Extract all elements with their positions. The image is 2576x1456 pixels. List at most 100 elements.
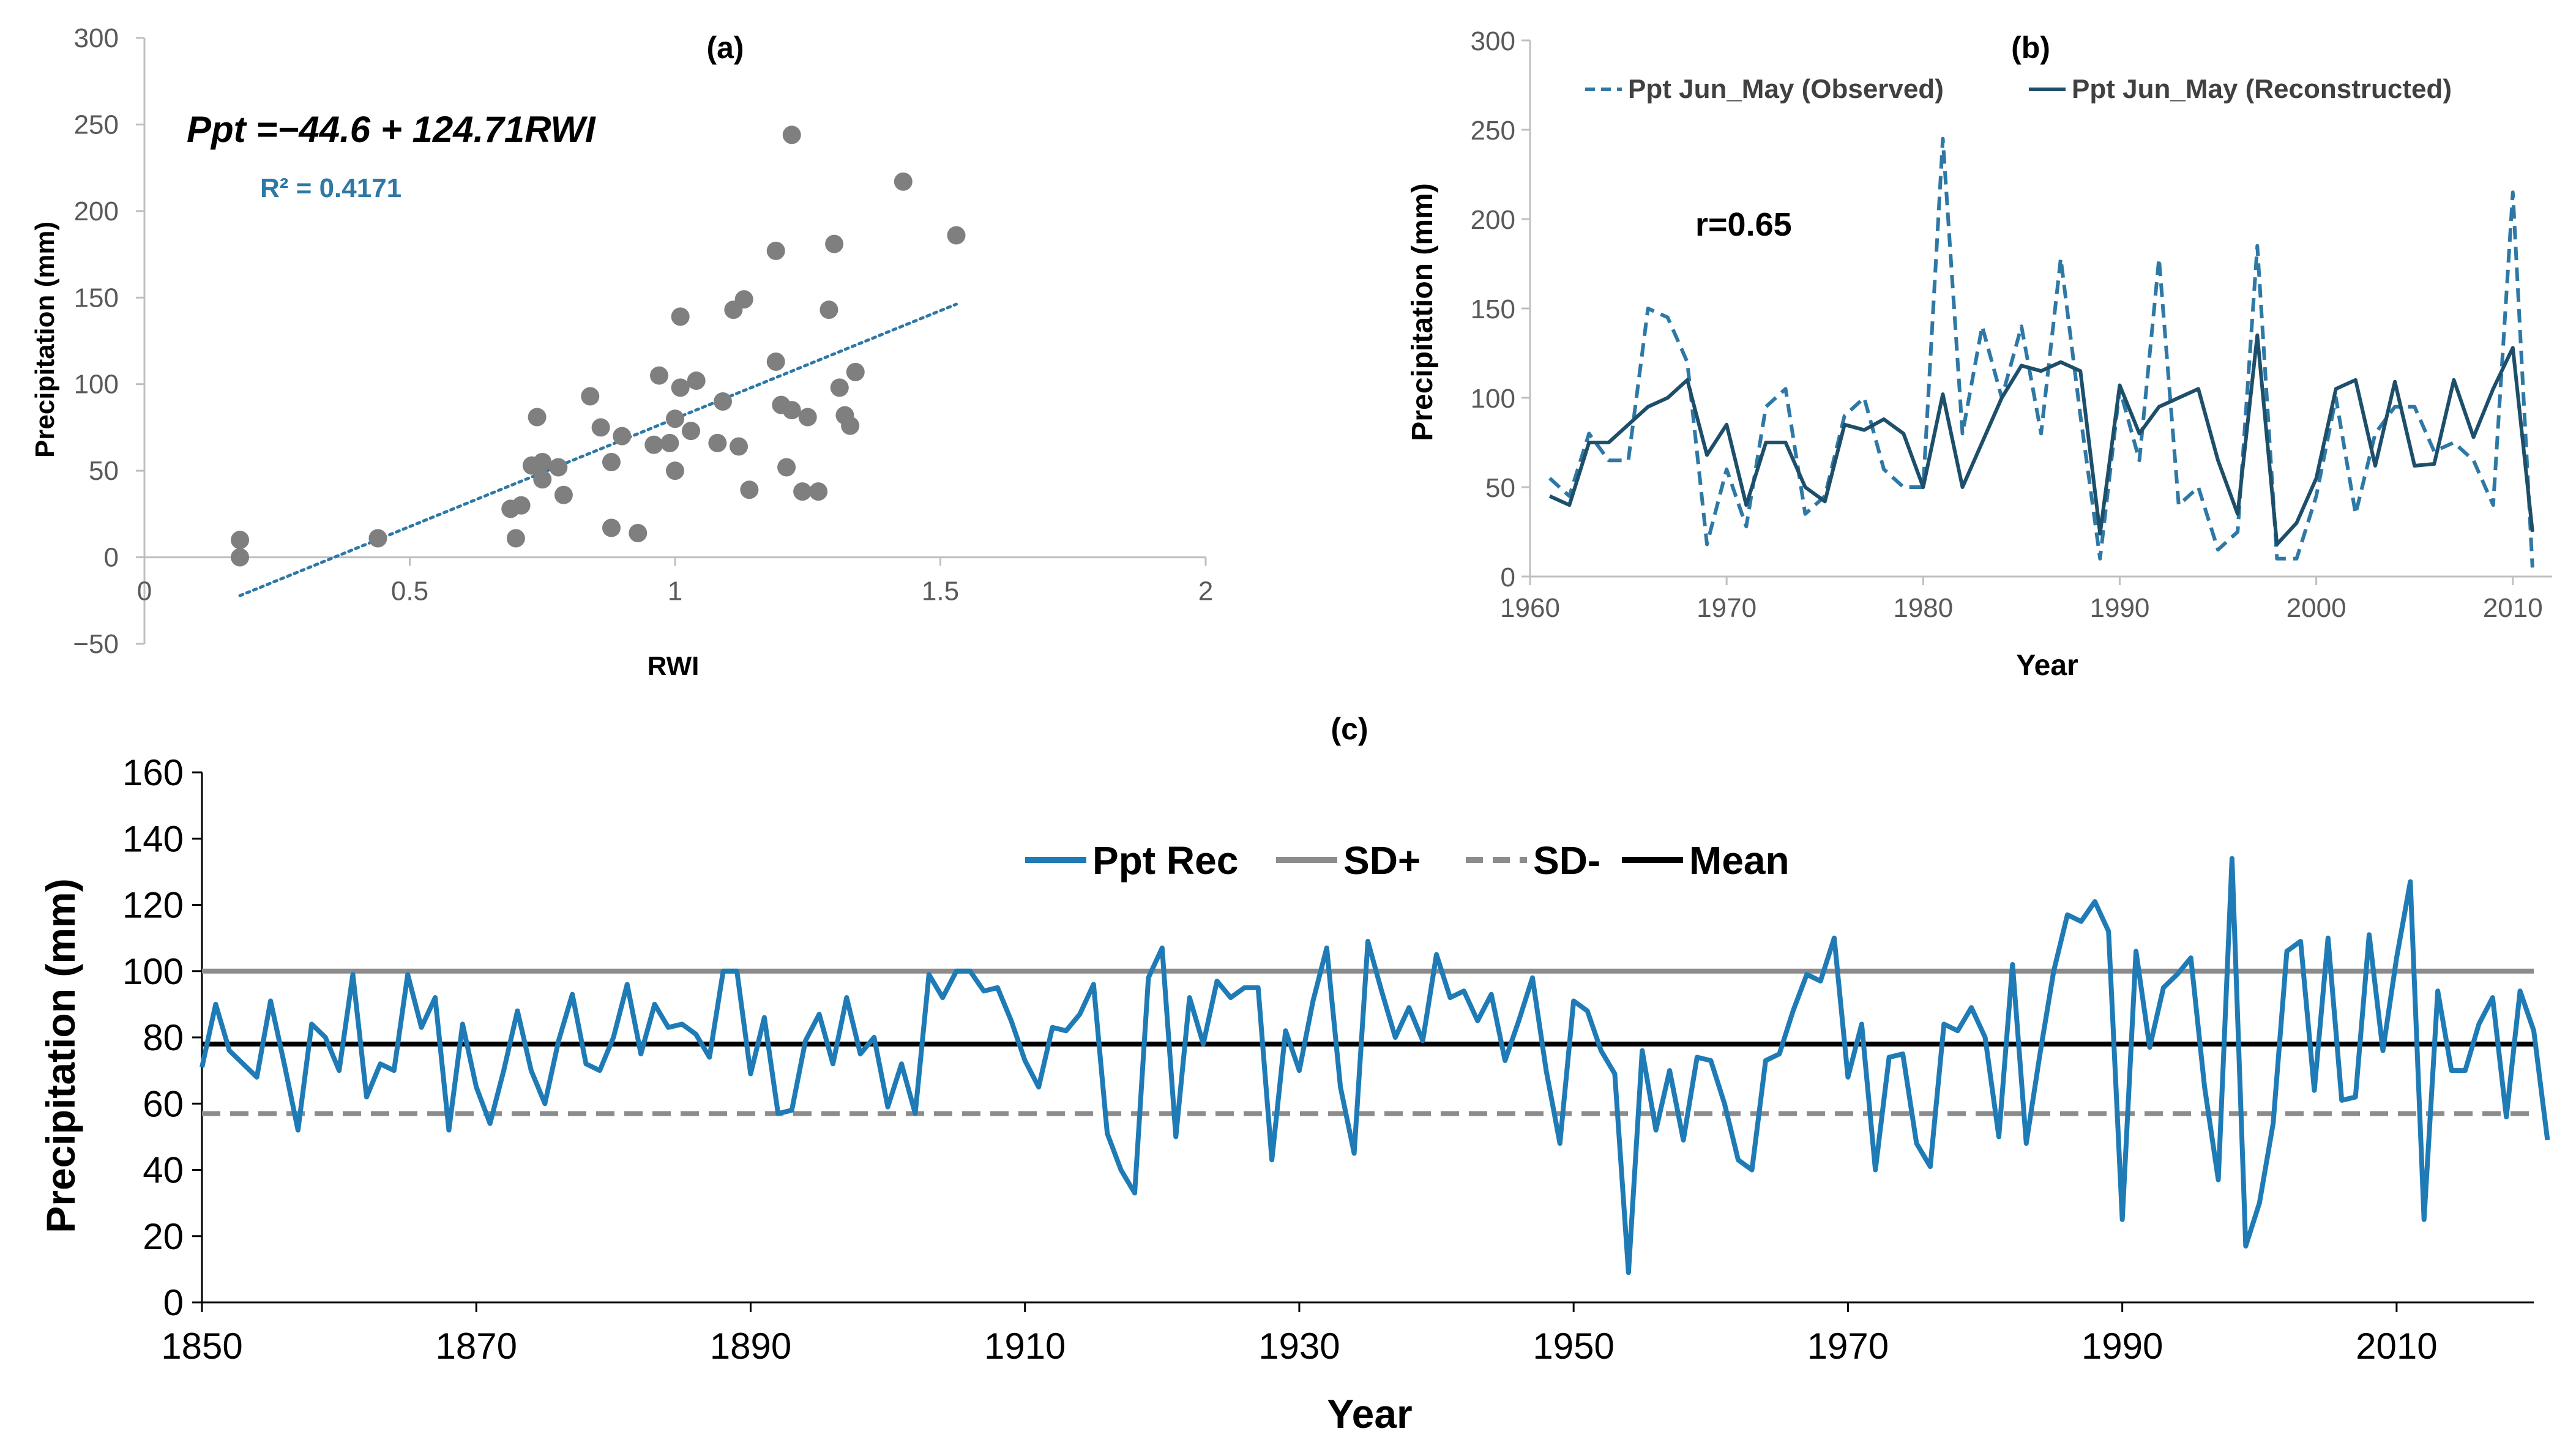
- panel-b-x-label: Year: [2016, 649, 2078, 682]
- panel-c-x-tick-label: 1970: [1807, 1326, 1889, 1367]
- panel-b-y-tick-label: 150: [1471, 294, 1515, 324]
- panel-c-y-tick-label: 20: [143, 1216, 184, 1257]
- correlation-annotation: r=0.65: [1695, 206, 1792, 243]
- scatter-point: [809, 482, 828, 501]
- panel-c-series: [200, 856, 2550, 1275]
- panel-b-y-tick-label: 50: [1485, 473, 1515, 503]
- panel-b-y-tick-label: 200: [1471, 205, 1515, 235]
- panel-a-y-label: Precipitation (mm): [30, 222, 60, 458]
- scatter-point: [830, 378, 849, 397]
- scatter-point: [231, 531, 250, 550]
- legend-reconstructed-label: Ppt Jun_May (Reconstructed): [2072, 74, 2452, 104]
- panel-a-axes: [136, 37, 1207, 645]
- scatter-point: [687, 371, 706, 390]
- panel-b-x-tick-label: 1990: [2090, 593, 2150, 623]
- panel-b-y-tick-label: 300: [1471, 26, 1515, 56]
- scatter-point: [671, 378, 690, 397]
- legend-ppt-rec-label: Ppt Rec: [1092, 838, 1238, 883]
- scatter-point: [714, 392, 733, 411]
- panel-a-x-tick-label: 1.5: [922, 577, 959, 607]
- panel-c-legend: Ppt Rec SD+ SD- Mean: [1025, 838, 1790, 883]
- scatter-point: [819, 301, 838, 319]
- scatter-point: [730, 437, 749, 456]
- panel-b-x-tick-label: 2010: [2483, 593, 2543, 623]
- panel-a-y-tick-label: −50: [73, 629, 119, 659]
- scatter-point: [947, 226, 966, 245]
- scatter-point: [591, 418, 610, 437]
- panel-c-y-tick-label: 40: [143, 1150, 184, 1191]
- scatter-point: [602, 453, 621, 471]
- scatter-point: [649, 366, 668, 385]
- panel-c-title: (c): [1331, 712, 1368, 746]
- panel-b-x-tick-label: 2000: [2287, 593, 2346, 623]
- scatter-point: [660, 433, 679, 452]
- panel-a-y-tick-label: 250: [74, 110, 119, 140]
- panel-c-y-tick-label: 100: [122, 951, 184, 992]
- panel-c-axes: [192, 771, 2534, 1312]
- scatter-point: [549, 458, 568, 477]
- panel-c-x-tick-label: 1930: [1258, 1326, 1340, 1367]
- scatter-point: [368, 529, 387, 548]
- panel-c-x-tick-label: 2010: [2356, 1326, 2437, 1367]
- panel-a-y-tick-label: 150: [74, 283, 119, 313]
- scatter-point: [644, 435, 663, 454]
- scatter-point: [766, 241, 785, 260]
- ppt-rec-series-line: [200, 856, 2550, 1275]
- scatter-point: [533, 453, 552, 471]
- trendline: [238, 302, 958, 597]
- panel-b-x-tick-label: 1980: [1893, 593, 1953, 623]
- scatter-point: [734, 290, 753, 309]
- panel-a-x-tick-label: 0: [137, 577, 152, 607]
- legend-sd-plus-label: SD+: [1343, 838, 1421, 883]
- panel-b-title: (b): [2011, 31, 2050, 65]
- panel-c-x-tick-label: 1870: [435, 1326, 517, 1367]
- panel-a-x-tick-label: 1: [668, 577, 682, 607]
- scatter-point: [841, 416, 860, 435]
- legend-mean-label: Mean: [1689, 838, 1790, 883]
- scatter-point: [506, 529, 525, 548]
- panel-c-y-tick-label: 0: [163, 1282, 184, 1323]
- scatter-point: [666, 409, 684, 428]
- scatter-point: [629, 523, 648, 542]
- panel-b-legend: Ppt Jun_May (Observed) Ppt Jun_May (Reco…: [1585, 74, 2452, 104]
- panel-c-x-tick-label: 1910: [984, 1326, 1066, 1367]
- regression-equation: Ppt =−44.6 + 124.71RWI: [187, 109, 596, 150]
- scatter-point: [533, 470, 552, 489]
- panel-b-series: [1548, 136, 2534, 568]
- legend-observed-label: Ppt Jun_May (Observed): [1628, 74, 1944, 104]
- panel-b-y-tick-label: 250: [1471, 116, 1515, 146]
- scatter-point: [671, 307, 690, 326]
- scatter-point: [602, 518, 621, 537]
- panel-b-x-tick-label: 1970: [1697, 593, 1757, 623]
- panel-a-x-label: RWI: [648, 651, 700, 681]
- panel-c-y-tick-label: 140: [122, 818, 184, 859]
- scatter-point: [766, 352, 785, 371]
- panel-a-x-tick-label: 2: [1198, 577, 1213, 607]
- scatter-point: [782, 401, 801, 420]
- panel-a-y-tick-label: 50: [89, 456, 119, 486]
- panel-a-trendline: [238, 302, 958, 597]
- panel-b-x-tick-label: 1960: [1500, 593, 1560, 623]
- panel-c-x-tick-label: 1950: [1533, 1326, 1614, 1367]
- scatter-point: [825, 234, 844, 253]
- scatter-point: [798, 408, 817, 427]
- scatter-point: [528, 408, 547, 427]
- panel-a-points: [231, 125, 966, 567]
- panel-a-x-tick-label: 0.5: [391, 577, 428, 607]
- panel-c-y-tick-label: 60: [143, 1083, 184, 1124]
- scatter-point: [231, 548, 250, 567]
- panel-b-y-tick-label: 0: [1501, 562, 1515, 592]
- panel-a-y-tick-label: 300: [74, 23, 119, 53]
- scatter-point: [782, 125, 801, 144]
- panel-c-y-label: Precipitation (mm): [38, 878, 83, 1233]
- panel-c-y-tick-label: 120: [122, 885, 184, 926]
- scatter-point: [793, 482, 812, 501]
- observed-series-line: [1548, 136, 2534, 568]
- scatter-point: [512, 496, 531, 515]
- panel-a-y-tick-label: 200: [74, 196, 119, 226]
- panel-c-x-tick-label: 1850: [161, 1326, 242, 1367]
- panel-b-y-tick-label: 100: [1471, 384, 1515, 414]
